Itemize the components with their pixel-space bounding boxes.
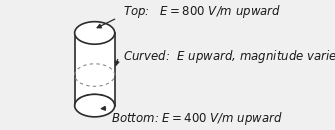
Ellipse shape xyxy=(75,94,115,117)
Text: Top:   $E = 800$ V/m upward: Top: $E = 800$ V/m upward xyxy=(124,3,282,20)
Polygon shape xyxy=(75,33,115,106)
Ellipse shape xyxy=(75,22,115,44)
Text: Curved:  $E$ upward, magnitude varies: Curved: $E$ upward, magnitude varies xyxy=(124,48,335,65)
Text: Bottom: $E = 400$ V/m upward: Bottom: $E = 400$ V/m upward xyxy=(111,110,283,127)
